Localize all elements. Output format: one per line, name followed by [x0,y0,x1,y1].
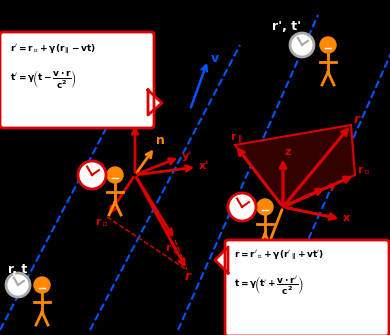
Polygon shape [148,90,162,115]
Circle shape [257,199,273,215]
FancyBboxPatch shape [0,32,154,128]
Circle shape [34,277,50,293]
Text: y: y [329,181,336,191]
Text: x': x' [199,161,209,171]
Text: $\mathbf{t = \gamma\!\left(t' + \dfrac{v \cdot r'}{c^2}\right)}$: $\mathbf{t = \gamma\!\left(t' + \dfrac{v… [234,274,304,297]
Text: $\mathbf{r_\parallel}$: $\mathbf{r_\parallel}$ [165,243,177,258]
Circle shape [290,33,314,57]
Text: $\mathbf{r_\perp}$: $\mathbf{r_\perp}$ [95,216,108,229]
Text: x: x [343,213,350,223]
Text: z': z' [137,113,147,123]
Text: -n: -n [251,257,265,270]
Circle shape [78,161,106,189]
Text: $\mathbf{r_\perp}$: $\mathbf{r_\perp}$ [357,164,370,177]
FancyBboxPatch shape [225,240,389,335]
Text: z: z [285,147,291,157]
Text: $\mathbf{r'= r_\perp + \gamma(r_\parallel - vt)}$: $\mathbf{r'= r_\perp + \gamma(r_\paralle… [10,43,96,56]
Circle shape [6,273,30,297]
Circle shape [228,193,256,221]
Text: v: v [211,52,219,65]
Text: r', t': r', t' [272,20,301,33]
Text: $\mathbf{r_\parallel}$: $\mathbf{r_\parallel}$ [230,132,242,147]
Text: y': y' [182,151,193,161]
Text: r: r [185,270,191,283]
Polygon shape [235,125,355,207]
Text: $\mathbf{t' = \gamma\!\left(t - \dfrac{v \cdot r}{c^2}\right)}$: $\mathbf{t' = \gamma\!\left(t - \dfrac{v… [10,68,77,90]
Text: r: r [354,113,360,126]
Polygon shape [215,247,228,273]
Circle shape [320,37,336,53]
Text: n: n [156,134,165,147]
Text: $\mathbf{r = r'_\perp + \gamma(r'_\parallel + vt')}$: $\mathbf{r = r'_\perp + \gamma(r'_\paral… [234,248,324,262]
Circle shape [107,167,123,183]
Text: r, t: r, t [8,263,27,276]
